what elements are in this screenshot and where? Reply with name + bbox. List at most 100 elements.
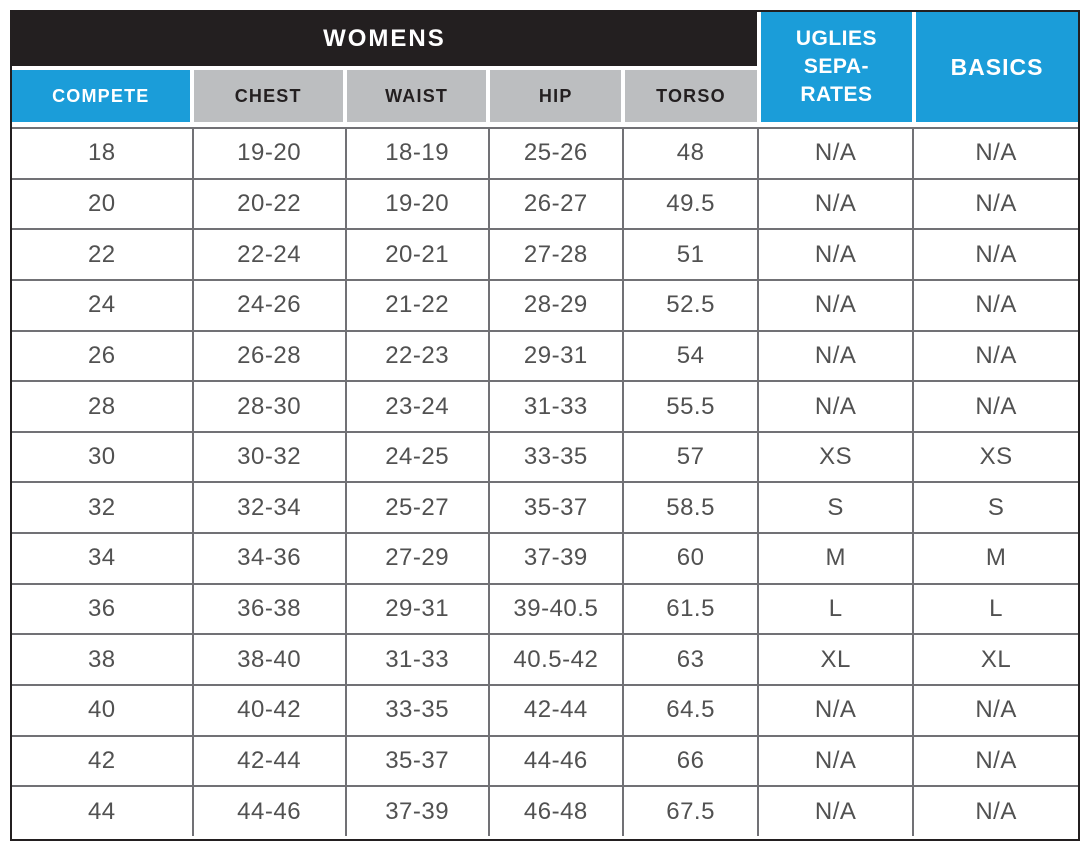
- cell-uglies: N/A: [759, 230, 913, 279]
- cell-torso: 55.5: [623, 382, 758, 431]
- cell-basics: N/A: [914, 129, 1078, 178]
- cell-waist: 25-27: [346, 483, 488, 533]
- cell-chest: 32-34: [193, 483, 345, 533]
- cell-basics: N/A: [914, 686, 1078, 735]
- column-header-hip: HIP: [490, 70, 622, 122]
- cell-waist: 23-24: [346, 382, 488, 431]
- cell-torso: 63: [623, 635, 758, 685]
- group-header-womens: WOMENS: [12, 12, 757, 66]
- cell-waist: 29-31: [346, 584, 488, 634]
- cell-uglies: N/A: [759, 686, 913, 735]
- cell-torso: 60: [623, 534, 758, 583]
- cell-hip: 46-48: [489, 787, 622, 836]
- cell-compete: 26: [12, 331, 192, 381]
- cell-torso: 52.5: [623, 280, 758, 330]
- cell-compete: 32: [12, 483, 192, 533]
- cell-chest: 38-40: [193, 635, 345, 685]
- cell-chest: 24-26: [193, 280, 345, 330]
- cell-chest: 26-28: [193, 331, 345, 381]
- cell-hip: 33-35: [489, 432, 622, 482]
- cell-chest: 34-36: [193, 534, 345, 583]
- cell-waist: 33-35: [346, 686, 488, 735]
- cell-compete: 20: [12, 179, 192, 229]
- column-header-torso: TORSO: [625, 70, 757, 122]
- cell-torso: 66: [623, 736, 758, 786]
- cell-uglies: XS: [759, 432, 913, 482]
- cell-compete: 28: [12, 382, 192, 431]
- cell-hip: 31-33: [489, 382, 622, 431]
- cell-torso: 57: [623, 432, 758, 482]
- cell-waist: 21-22: [346, 280, 488, 330]
- cell-compete: 34: [12, 534, 192, 583]
- cell-chest: 20-22: [193, 179, 345, 229]
- cell-uglies: N/A: [759, 280, 913, 330]
- cell-uglies: N/A: [759, 331, 913, 381]
- cell-chest: 30-32: [193, 432, 345, 482]
- cell-uglies: N/A: [759, 787, 913, 836]
- cell-hip: 42-44: [489, 686, 622, 735]
- cell-compete: 30: [12, 432, 192, 482]
- cell-compete: 42: [12, 736, 192, 786]
- cell-basics: N/A: [914, 331, 1078, 381]
- column-header-chest: CHEST: [193, 70, 343, 122]
- cell-basics: N/A: [914, 230, 1078, 279]
- cell-basics: S: [914, 483, 1078, 533]
- cell-compete: 40: [12, 686, 192, 735]
- cell-basics: N/A: [914, 382, 1078, 431]
- cell-chest: 40-42: [193, 686, 345, 735]
- cell-hip: 44-46: [489, 736, 622, 786]
- cell-hip: 39-40.5: [489, 584, 622, 634]
- column-header-basics: BASICS: [916, 12, 1078, 122]
- cell-hip: 35-37: [489, 483, 622, 533]
- cell-waist: 19-20: [346, 179, 488, 229]
- cell-torso: 61.5: [623, 584, 758, 634]
- cell-hip: 26-27: [489, 179, 622, 229]
- cell-torso: 67.5: [623, 787, 758, 836]
- cell-compete: 18: [12, 129, 192, 178]
- cell-waist: 31-33: [346, 635, 488, 685]
- cell-torso: 49.5: [623, 179, 758, 229]
- size-chart-header: WOMENS COMPETE CHEST WAIST HIP TORSO UGL…: [12, 12, 1078, 122]
- cell-basics: XS: [914, 432, 1078, 482]
- cell-uglies: XL: [759, 635, 913, 685]
- cell-uglies: N/A: [759, 129, 913, 178]
- cell-basics: N/A: [914, 787, 1078, 836]
- cell-torso: 64.5: [623, 686, 758, 735]
- cell-basics: N/A: [914, 179, 1078, 229]
- cell-basics: N/A: [914, 280, 1078, 330]
- cell-hip: 37-39: [489, 534, 622, 583]
- cell-hip: 29-31: [489, 331, 622, 381]
- cell-basics: N/A: [914, 736, 1078, 786]
- cell-waist: 37-39: [346, 787, 488, 836]
- cell-waist: 24-25: [346, 432, 488, 482]
- cell-compete: 24: [12, 280, 192, 330]
- cell-basics: XL: [914, 635, 1078, 685]
- cell-uglies: L: [759, 584, 913, 634]
- cell-chest: 28-30: [193, 382, 345, 431]
- cell-hip: 25-26: [489, 129, 622, 178]
- cell-torso: 54: [623, 331, 758, 381]
- cell-waist: 20-21: [346, 230, 488, 279]
- cell-chest: 44-46: [193, 787, 345, 836]
- size-table-body: 18 19-20 18-19 25-26 48 N/A N/A 20 20-22 19-20 26-…: [12, 127, 1078, 836]
- cell-torso: 51: [623, 230, 758, 279]
- cell-waist: 18-19: [346, 129, 488, 178]
- cell-uglies: N/A: [759, 179, 913, 229]
- column-header-compete: COMPETE: [12, 70, 190, 122]
- cell-uglies: S: [759, 483, 913, 533]
- cell-uglies: N/A: [759, 736, 913, 786]
- cell-chest: 42-44: [193, 736, 345, 786]
- cell-waist: 27-29: [346, 534, 488, 583]
- cell-uglies: M: [759, 534, 913, 583]
- column-header-waist: WAIST: [346, 70, 487, 122]
- cell-hip: 40.5-42: [489, 635, 622, 685]
- cell-basics: M: [914, 534, 1078, 583]
- cell-torso: 58.5: [623, 483, 758, 533]
- cell-hip: 28-29: [489, 280, 622, 330]
- cell-chest: 19-20: [193, 129, 345, 178]
- cell-uglies: N/A: [759, 382, 913, 431]
- cell-chest: 36-38: [193, 584, 345, 634]
- cell-basics: L: [914, 584, 1078, 634]
- cell-compete: 22: [12, 230, 192, 279]
- cell-chest: 22-24: [193, 230, 345, 279]
